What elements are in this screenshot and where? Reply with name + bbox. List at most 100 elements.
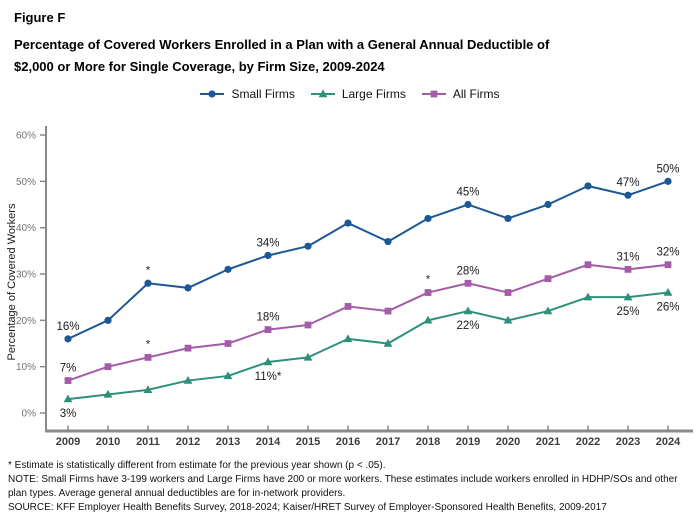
data-point-large-firms — [623, 292, 633, 301]
data-point-all-firms — [264, 326, 272, 334]
data-point-large-firms — [383, 338, 393, 347]
data-point-small-firms — [664, 177, 672, 185]
data-point-large-firms — [143, 385, 153, 394]
x-tick-label: 2010 — [96, 436, 120, 448]
figure-label: Figure F — [14, 10, 66, 25]
y-tick-label: 50% — [16, 177, 36, 188]
data-point-large-firms — [263, 357, 273, 366]
data-point-small-firms — [504, 214, 512, 223]
data-label-all-firms-2019: 28% — [456, 265, 479, 277]
figure-title-line2: $2,000 or More for Single Coverage, by F… — [14, 59, 385, 74]
data-label-large-firms-2024: 26% — [656, 302, 679, 314]
figure-title: Percentage of Covered Workers Enrolled i… — [14, 34, 674, 78]
data-point-small-firms — [144, 279, 152, 287]
data-label-all-firms-2023: 31% — [616, 251, 639, 263]
data-point-small-firms — [584, 182, 592, 190]
x-tick-label: 2024 — [656, 436, 681, 448]
data-point-large-firms — [303, 352, 313, 361]
data-label-large-firms-2023: 25% — [616, 306, 639, 318]
legend-swatch-square-icon — [421, 90, 446, 98]
data-point-small-firms — [544, 200, 552, 209]
data-point-all-firms — [544, 275, 552, 283]
legend-item-large-firms: Large Firms — [309, 87, 406, 101]
data-point-small-firms — [264, 251, 272, 260]
series-line-all-firms — [67, 263, 669, 382]
footnote-source: SOURCE: KFF Employer Health Benefits Sur… — [8, 502, 607, 513]
data-point-all-firms — [384, 307, 392, 315]
y-tick-label: 20% — [16, 316, 36, 327]
data-point-all-firms — [504, 289, 512, 296]
line-chart: 0% 10% 20% 30% 40% 50% 60% 2009 2010 2011 2012 2013… — [6, 126, 693, 448]
y-tick-label: 60% — [16, 131, 36, 142]
legend-item-all-firms: All Firms — [420, 87, 500, 101]
y-axis-title: Percentage of Covered Workers — [6, 203, 18, 360]
title-block: Figure F Percentage of Covered Workers E… — [14, 10, 674, 78]
data-point-all-firms — [584, 261, 592, 269]
legend-label: Small Firms — [231, 87, 295, 101]
data-point-large-firms — [103, 389, 113, 398]
x-tick-label: 2015 — [296, 436, 320, 448]
y-tick-label: 40% — [16, 223, 36, 234]
data-point-large-firms — [543, 306, 553, 315]
y-tick-label: 0% — [22, 409, 37, 420]
legend-marker — [430, 90, 438, 98]
data-point-small-firms — [104, 316, 112, 324]
data-point-small-firms — [464, 200, 472, 209]
x-tick-label: 2013 — [216, 436, 240, 448]
x-tick-label: 2011 — [136, 436, 160, 448]
legend-label: All Firms — [452, 87, 500, 101]
legend-marker — [208, 90, 217, 98]
data-point-all-firms — [624, 265, 632, 273]
data-label-small-firms-2024: 50% — [656, 163, 679, 175]
data-point-small-firms — [384, 237, 392, 246]
footnote-note: NOTE: Small Firms have 3-199 workers and… — [8, 474, 678, 499]
data-point-small-firms — [64, 335, 72, 343]
series-line-small-firms — [67, 180, 669, 340]
legend-swatch-circle-icon — [200, 90, 225, 98]
legend-marker — [318, 89, 328, 98]
x-tick-label: 2023 — [616, 436, 640, 448]
data-point-all-firms — [664, 261, 672, 269]
data-label-all-firms-2014: 18% — [256, 312, 279, 324]
data-point-all-firms — [304, 321, 312, 329]
data-point-small-firms — [184, 284, 192, 292]
data-point-all-firms — [184, 344, 192, 352]
y-tick-label: 30% — [16, 270, 36, 281]
significance-asterisk-small-firms-2011: * — [146, 264, 151, 276]
x-tick-label: 2022 — [576, 436, 600, 448]
y-tick-label: 10% — [16, 362, 36, 373]
data-label-small-firms-2009: 16% — [56, 321, 79, 333]
data-label-all-firms-2024: 32% — [656, 247, 679, 259]
x-tick-label: 2021 — [536, 436, 560, 448]
significance-asterisk-all-firms-2011: * — [146, 338, 151, 350]
legend-item-small-firms: Small Firms — [198, 87, 295, 101]
data-point-large-firms — [183, 375, 193, 384]
data-point-large-firms — [663, 287, 673, 296]
x-tick-label: 2014 — [256, 436, 281, 448]
data-label-large-firms-2009: 3% — [60, 408, 77, 420]
data-point-large-firms — [63, 394, 73, 403]
data-point-large-firms — [343, 334, 353, 343]
figure-title-line1: Percentage of Covered Workers Enrolled i… — [14, 37, 550, 52]
x-tick-label: 2020 — [496, 436, 520, 448]
data-point-small-firms — [624, 191, 632, 199]
x-tick-label: 2009 — [56, 436, 80, 448]
data-label-large-firms-2019: 22% — [456, 320, 479, 332]
x-tick-label: 2016 — [336, 436, 360, 448]
data-point-small-firms — [304, 242, 312, 250]
data-point-large-firms — [503, 315, 513, 324]
data-point-large-firms — [423, 315, 433, 324]
data-point-all-firms — [344, 303, 352, 310]
x-tick-label: 2012 — [176, 436, 200, 448]
data-point-small-firms — [344, 219, 352, 227]
data-point-all-firms — [224, 340, 232, 347]
data-point-all-firms — [464, 279, 472, 287]
data-point-all-firms — [144, 354, 152, 361]
series-line-large-firms — [67, 291, 669, 401]
x-tick-label: 2017 — [376, 436, 400, 448]
legend: Small Firms Large Firms All Firms — [0, 87, 698, 101]
data-point-large-firms — [463, 306, 473, 315]
x-tick-label: 2019 — [456, 436, 480, 448]
footnote-asterisk: * Estimate is statistically different fr… — [8, 460, 386, 471]
